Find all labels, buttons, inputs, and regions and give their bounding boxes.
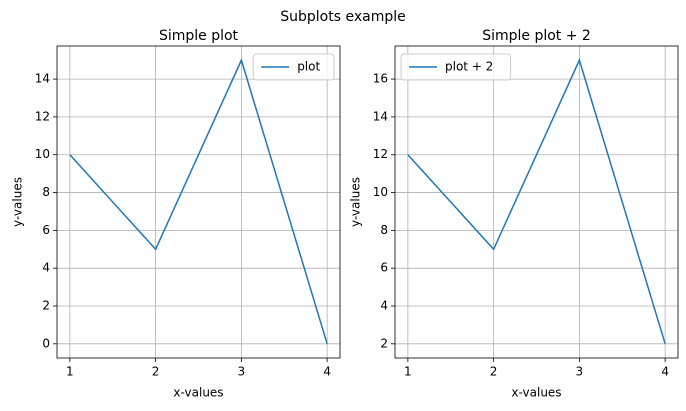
x-axis-label: x-values <box>511 386 561 400</box>
y-tick-label: 12 <box>373 147 388 161</box>
data-line <box>407 58 666 345</box>
legend-label: plot + 2 <box>445 60 493 74</box>
y-tick-label: 12 <box>35 109 50 123</box>
x-tick-label: 4 <box>323 365 331 379</box>
y-tick-label: 10 <box>35 147 50 161</box>
y-tick-label: 6 <box>380 261 388 275</box>
y-tick-label: 2 <box>42 299 50 313</box>
x-tick-label: 3 <box>238 365 246 379</box>
axes-title: Simple plot + 2 <box>482 28 591 44</box>
x-tick-label: 2 <box>152 365 160 379</box>
data-line <box>69 58 328 345</box>
axes-frame <box>56 45 341 359</box>
y-axis-label: y-values <box>349 177 363 227</box>
legend-box <box>400 53 512 81</box>
y-tick-label: 16 <box>373 72 388 86</box>
x-tick-label: 4 <box>661 365 669 379</box>
x-axis-label: x-values <box>173 386 223 400</box>
y-tick-label: 14 <box>35 72 50 86</box>
axes-title: Simple plot <box>159 28 239 44</box>
y-tick-label: 6 <box>42 223 50 237</box>
y-axis-label: y-values <box>11 177 25 227</box>
y-tick-label: 8 <box>380 223 388 237</box>
y-tick-label: 10 <box>373 185 388 199</box>
x-tick-label: 2 <box>490 365 498 379</box>
y-tick-label: 4 <box>42 261 50 275</box>
legend-box <box>252 53 335 81</box>
y-tick-label: 0 <box>42 336 50 350</box>
y-tick-label: 8 <box>42 185 50 199</box>
axes-frame <box>394 45 679 359</box>
x-tick-label: 3 <box>576 365 584 379</box>
x-tick-label: 1 <box>404 365 412 379</box>
figure-title: Subplots example <box>280 9 405 25</box>
x-tick-label: 1 <box>66 365 74 379</box>
legend-label: plot <box>297 60 320 74</box>
y-tick-label: 14 <box>373 109 388 123</box>
y-tick-label: 4 <box>380 299 388 313</box>
y-tick-label: 2 <box>380 336 388 350</box>
